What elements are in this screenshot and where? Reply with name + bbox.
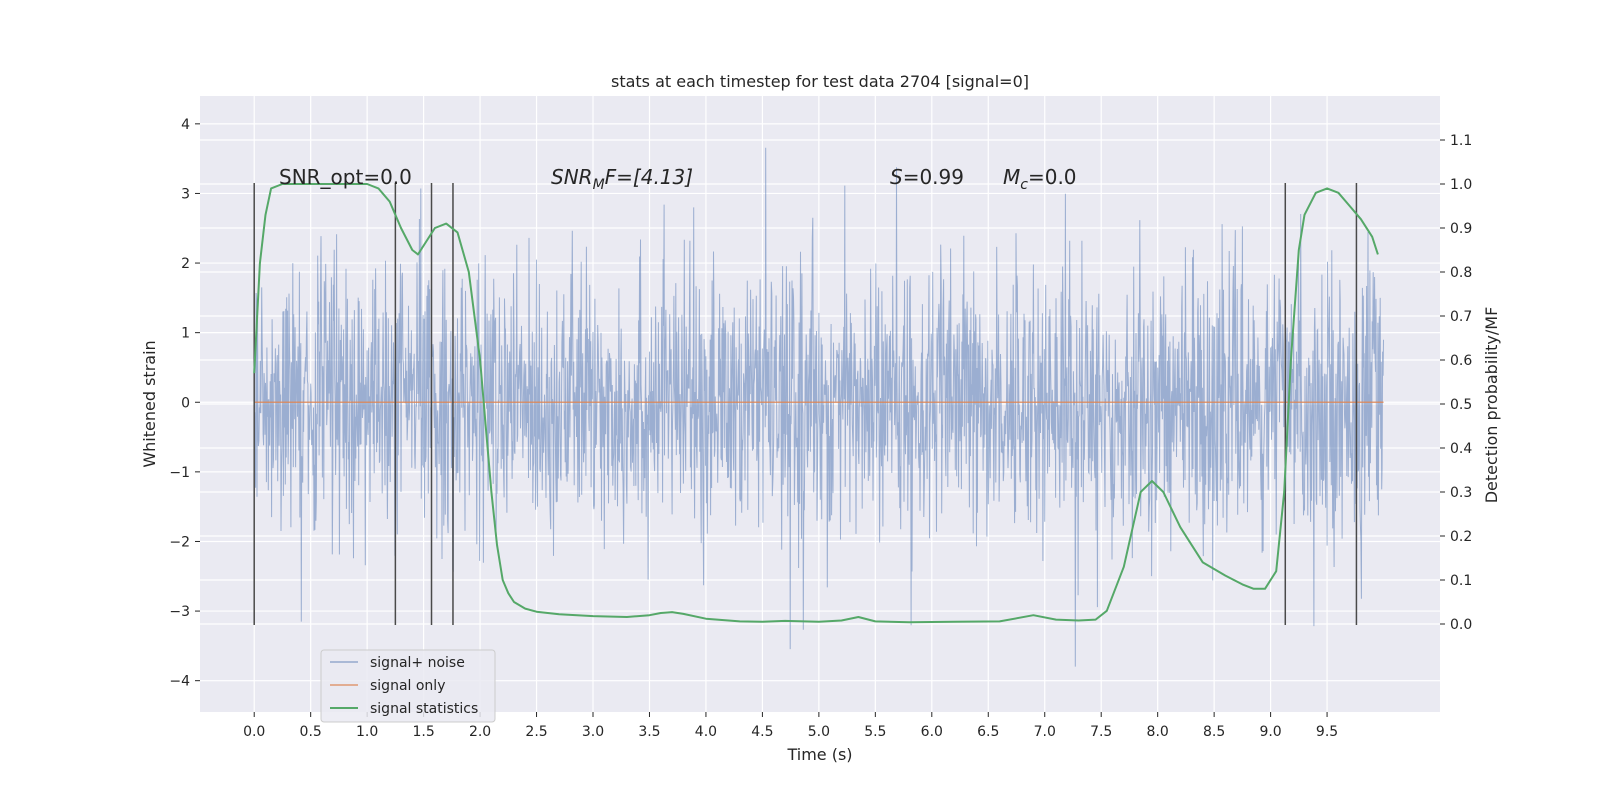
- x-tick-label: 9.0: [1259, 724, 1281, 740]
- legend: signal+ noise signal only signal statist…: [320, 649, 496, 723]
- x-tick-label: 7.0: [1034, 724, 1056, 740]
- x-tick-label: 7.5: [1090, 724, 1112, 740]
- y-tick-label: −2: [169, 534, 190, 550]
- x-tick-label: 3.5: [638, 724, 660, 740]
- x-tick-label: 6.5: [977, 724, 999, 740]
- y2-tick-label: 0.2: [1450, 529, 1472, 545]
- y2-axis-label: Detection probability/MF: [1482, 307, 1501, 504]
- y-tick-label: 3: [181, 186, 190, 202]
- noise-line: [253, 147, 1384, 667]
- y2-tick-label: 0.6: [1450, 353, 1472, 369]
- x-tick-label: 5.0: [808, 724, 830, 740]
- s-rest: =0.99: [903, 165, 964, 189]
- y2-tick-label: 0.4: [1450, 441, 1472, 457]
- vertical-markers: [253, 183, 1358, 625]
- y-tick-label: 1: [181, 326, 190, 342]
- y2-tick-label: 1.0: [1450, 177, 1472, 193]
- y2-tick-label: 0.9: [1450, 221, 1472, 237]
- x-tick-label: 5.5: [864, 724, 886, 740]
- mc-name: M: [1003, 165, 1020, 189]
- x-tick-label: 1.0: [356, 724, 378, 740]
- x-tick-label: 3.0: [582, 724, 604, 740]
- annotations: SNR_opt=0.0 SNRMF=[4.13] S=0.99 Mc=0.0: [279, 165, 1077, 193]
- y2-tick-label: 0.1: [1450, 573, 1472, 589]
- snr-mf-name: SNR: [551, 165, 593, 189]
- s-name: S: [890, 165, 903, 189]
- y2-tick-label: 0.0: [1450, 617, 1472, 633]
- y-tick-label: 4: [181, 117, 190, 133]
- y2-tick-label: 0.3: [1450, 485, 1472, 501]
- y-tick-label: −1: [169, 465, 190, 481]
- y-tick-label: −4: [169, 674, 190, 690]
- y-ticks: 4 3 2 1 0 −1 −2 −3 −4: [169, 117, 200, 690]
- x-tick-label: 4.0: [695, 724, 717, 740]
- y2-tick-label: 1.1: [1450, 133, 1472, 149]
- x-tick-label: 2.0: [469, 724, 491, 740]
- x-tick-label: 9.5: [1316, 724, 1338, 740]
- mc-rest: =0.0: [1028, 165, 1077, 189]
- x-ticks: 0.0 0.5 1.0 1.5 2.0 2.5 3.0 3.5 4.0 4.5 5.0 5.5 6.0 6…: [243, 712, 1338, 740]
- chart-title: stats at each timestep for test data 270…: [611, 72, 1029, 91]
- legend-label-signal-noise: signal+ noise: [370, 655, 465, 671]
- legend-label-signal-only: signal only: [370, 678, 445, 694]
- legend-box: [320, 649, 496, 723]
- mc-sub: c: [1020, 177, 1028, 193]
- x-tick-label: 2.5: [525, 724, 547, 740]
- legend-label-signal-statistics: signal statistics: [370, 701, 478, 717]
- annotation-mc: Mc=0.0: [1003, 165, 1077, 193]
- annotation-snr-mf: SNRMF=[4.13]: [551, 165, 693, 193]
- x-tick-label: 0.0: [243, 724, 265, 740]
- y-tick-label: 2: [181, 256, 190, 272]
- y2-tick-label: 0.5: [1450, 397, 1472, 413]
- series-signal-statistics: [253, 183, 1379, 624]
- y-axis-label: Whitened strain: [140, 340, 159, 467]
- x-tick-label: 1.5: [412, 724, 434, 740]
- snr-mf-rest: F=[4.13]: [605, 165, 693, 189]
- x-tick-label: 0.5: [300, 724, 322, 740]
- x-axis-label: Time (s): [786, 745, 852, 764]
- y-tick-label: −3: [169, 604, 190, 620]
- y-tick-label: 0: [181, 395, 190, 411]
- x-tick-label: 6.0: [921, 724, 943, 740]
- x-tick-label: 8.0: [1147, 724, 1169, 740]
- statistics-line: [253, 183, 1379, 624]
- x-tick-label: 8.5: [1203, 724, 1225, 740]
- annotation-snr-opt: SNR_opt=0.0: [279, 165, 412, 189]
- y2-tick-label: 0.8: [1450, 265, 1472, 281]
- series-signal-noise: [253, 147, 1384, 667]
- y2-tick-label: 0.7: [1450, 309, 1472, 325]
- y2-ticks: 1.1 1.0 0.9 0.8 0.7 0.6 0.5 0.4 0.3 0.2 0.1 0.0: [1440, 133, 1472, 633]
- snr-mf-sub: M: [593, 177, 605, 193]
- annotation-s: S=0.99: [890, 165, 964, 189]
- x-tick-label: 4.5: [751, 724, 773, 740]
